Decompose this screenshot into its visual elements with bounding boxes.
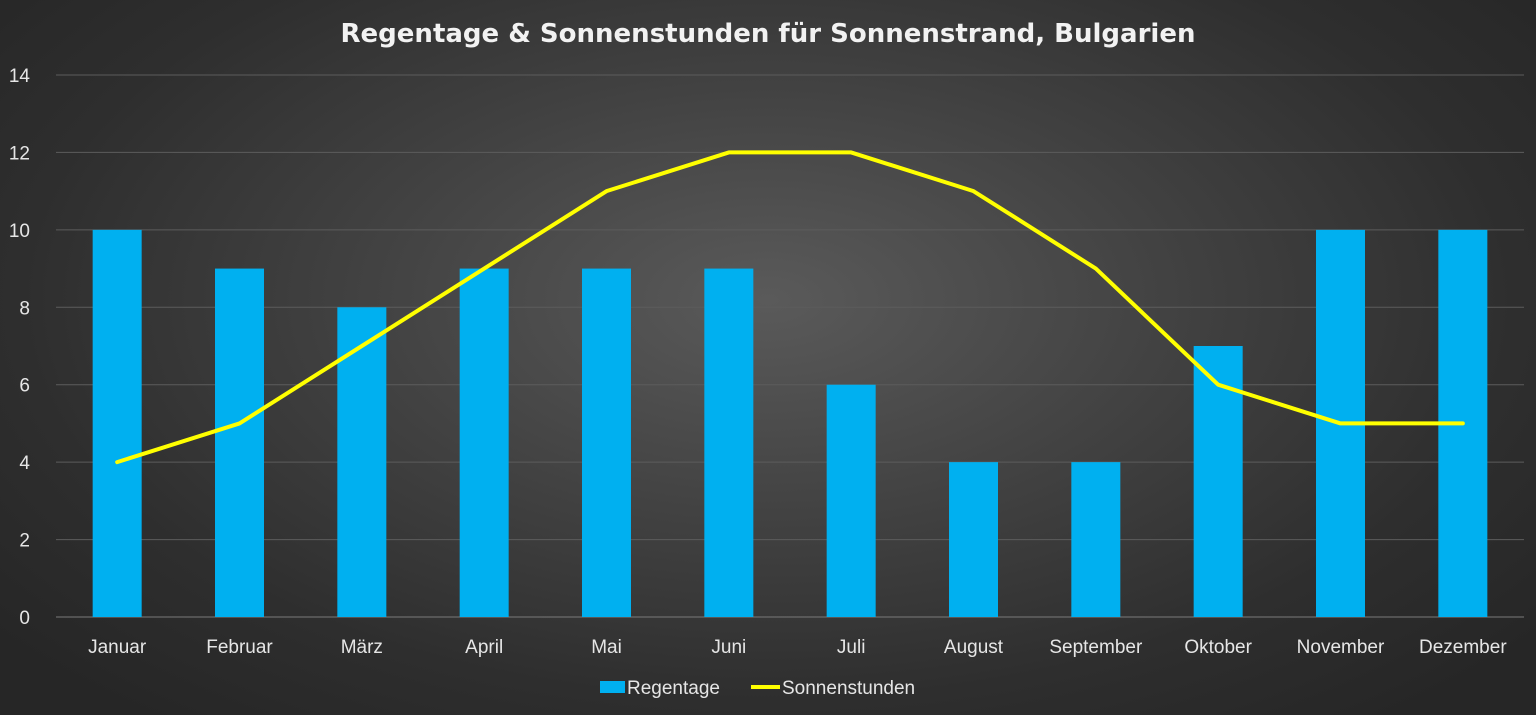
bar-regentage-2	[215, 268, 264, 617]
x-tick-label: Februar	[206, 637, 273, 658]
grid-lines	[56, 74, 1524, 618]
bar-regentage-9	[1071, 462, 1121, 617]
x-tick-label: Dezember	[1419, 637, 1507, 658]
x-tick-label: Juni	[711, 637, 746, 658]
x-axis-ticks: Januar Februar März April Mai Juni Juli August S…	[88, 637, 1507, 658]
legend-label-sonnenstunden: Sonnenstunden	[782, 678, 915, 699]
x-tick-label: August	[944, 637, 1004, 658]
x-tick-label: Oktober	[1184, 637, 1252, 658]
bar-series	[92, 229, 1488, 617]
y-axis-ticks: 0 2 4 6 8 10 12 14	[9, 66, 31, 629]
x-tick-label: April	[465, 637, 503, 658]
y-tick-label: 10	[9, 221, 30, 242]
y-tick-label: 12	[9, 143, 30, 164]
y-tick-label: 0	[19, 608, 30, 629]
bar-regentage-5	[582, 268, 631, 617]
x-tick-label: September	[1049, 637, 1143, 658]
bar-regentage-6	[704, 268, 754, 617]
y-tick-label: 4	[19, 453, 30, 474]
bar-regentage-1	[92, 229, 142, 617]
bar-regentage-7	[826, 384, 876, 617]
bar-regentage-3	[337, 307, 387, 617]
x-tick-label: November	[1297, 637, 1385, 658]
bar-regentage-8	[949, 462, 998, 617]
y-tick-label: 8	[19, 298, 30, 319]
x-tick-label: März	[341, 637, 383, 658]
chart-title: Regentage & Sonnenstunden für Sonnenstra…	[341, 19, 1196, 49]
bar-regentage-4	[459, 268, 509, 617]
legend-swatch-regentage	[600, 681, 625, 693]
legend: Regentage Sonnenstunden	[600, 678, 915, 699]
y-tick-label: 14	[9, 66, 31, 87]
legend-label-regentage: Regentage	[627, 678, 720, 699]
y-tick-label: 2	[19, 531, 30, 552]
x-tick-label: Mai	[591, 637, 622, 658]
line-series	[115, 150, 1465, 465]
x-tick-label: Januar	[88, 637, 147, 658]
y-tick-label: 6	[19, 376, 30, 397]
line-sonnenstunden	[115, 150, 1465, 465]
x-tick-label: Juli	[837, 637, 866, 658]
